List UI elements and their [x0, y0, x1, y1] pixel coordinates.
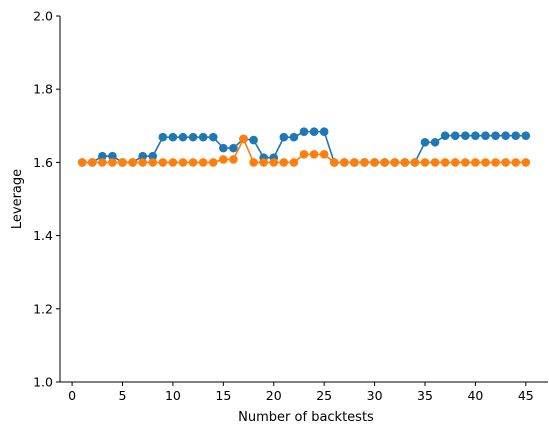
series-1-point [309, 127, 319, 136]
series-1-point [491, 131, 500, 140]
series-1-point [501, 131, 510, 140]
series-2-point [188, 158, 198, 167]
x-tick-label: 10 [165, 388, 181, 403]
series-2-point [259, 158, 268, 167]
series-1-point [178, 132, 188, 142]
y-tick-label: 1.0 [33, 375, 53, 390]
series-2-point [289, 158, 299, 167]
x-tick-label: 25 [316, 388, 332, 403]
y-tick-label: 2.0 [33, 9, 53, 24]
y-tick-label: 1.2 [33, 301, 53, 316]
series-2-point [461, 158, 470, 167]
series-2-point [471, 158, 480, 167]
series-1-point [440, 131, 450, 140]
series-2-point [390, 158, 400, 167]
series-2-point [118, 158, 127, 167]
series-1-point [158, 132, 168, 142]
series-1-point [299, 127, 309, 136]
series-1-point [98, 151, 107, 161]
series-2-point [87, 158, 97, 167]
series-1-point [219, 143, 228, 153]
y-tick-label: 1.4 [33, 228, 53, 243]
series-layer [77, 127, 531, 167]
series-2-point [309, 150, 319, 159]
series-1-point [249, 135, 258, 145]
x-tick-label: 35 [417, 388, 433, 403]
series-2-point [491, 158, 500, 167]
series-2-point [340, 158, 349, 167]
series-2-point [98, 158, 107, 167]
series-2-point [511, 158, 521, 167]
series-1-point [521, 131, 531, 140]
y-axis-ticks: 1.0 1.2 1.4 1.6 1.8 2.0 [33, 9, 60, 390]
series-2-point [329, 158, 339, 167]
series-1-point [229, 143, 238, 153]
series-1-point [471, 131, 480, 140]
series-1-point [319, 127, 329, 136]
series-2-point [370, 158, 379, 167]
series-2-point [208, 158, 218, 167]
series-1-point [430, 137, 440, 147]
series-1-point [188, 132, 198, 142]
series-2-point [158, 158, 168, 167]
series-1-point [289, 132, 299, 142]
series-2-point [229, 155, 238, 164]
series-2-point [148, 158, 158, 167]
series-2-point [350, 158, 359, 167]
series-1-point [198, 132, 208, 142]
series-2-point [299, 150, 309, 159]
series-2-point [481, 158, 490, 167]
series-1-point [108, 151, 117, 161]
series-2-point [400, 158, 410, 167]
x-tick-label: 20 [266, 388, 282, 403]
y-tick-label: 1.8 [33, 82, 53, 97]
plot-area [59, 16, 548, 383]
y-tick-label: 1.6 [33, 155, 53, 170]
x-tick-label: 0 [68, 388, 76, 403]
series-1-point [450, 131, 460, 140]
x-axis-ticks: 0 5 10 15 20 25 30 35 40 45 [68, 382, 534, 403]
series-2-point [108, 158, 117, 167]
series-2-point [521, 158, 531, 167]
series-2-point [420, 158, 430, 167]
series-2 [77, 134, 531, 167]
series-2-point [450, 158, 460, 167]
series-2-point [198, 158, 208, 167]
x-tick-label: 15 [215, 388, 231, 403]
series-1-point [138, 151, 147, 161]
series-2-point [138, 158, 147, 167]
series-1-point [279, 132, 289, 142]
x-tick-label: 5 [119, 388, 127, 403]
x-tick-label: 30 [367, 388, 383, 403]
series-1-point [148, 151, 158, 161]
series-2-point [410, 158, 420, 167]
series-1-point [511, 131, 521, 140]
series-2-point [249, 158, 258, 167]
series-2-point [128, 158, 137, 167]
series-2-point [380, 158, 389, 167]
series-1-point [420, 137, 430, 147]
axes-layer: 0 5 10 15 20 25 30 35 40 45 1.0 1.2 1.4 1.6 1.8 2.0 [33, 9, 534, 404]
series-2-point [178, 158, 188, 167]
y-axis-label: Leverage [10, 169, 25, 229]
series-2-point [77, 158, 87, 167]
series-2-point [279, 158, 289, 167]
series-2-point [430, 158, 440, 167]
series-2-point [501, 158, 510, 167]
series-1-point [168, 132, 178, 142]
series-2-point [219, 155, 228, 164]
series-2-point [360, 158, 369, 167]
series-2-point [440, 158, 450, 167]
series-1-point [461, 131, 470, 140]
x-tick-label: 40 [467, 388, 483, 403]
series-2-point [168, 158, 178, 167]
x-tick-label: 45 [518, 388, 534, 403]
series-1-point [208, 132, 218, 142]
series-2-point [319, 150, 329, 159]
series-1-point [481, 131, 490, 140]
x-axis-label: Number of backtests [238, 410, 374, 425]
series-2-point [239, 134, 248, 144]
series-2-point [269, 158, 279, 167]
